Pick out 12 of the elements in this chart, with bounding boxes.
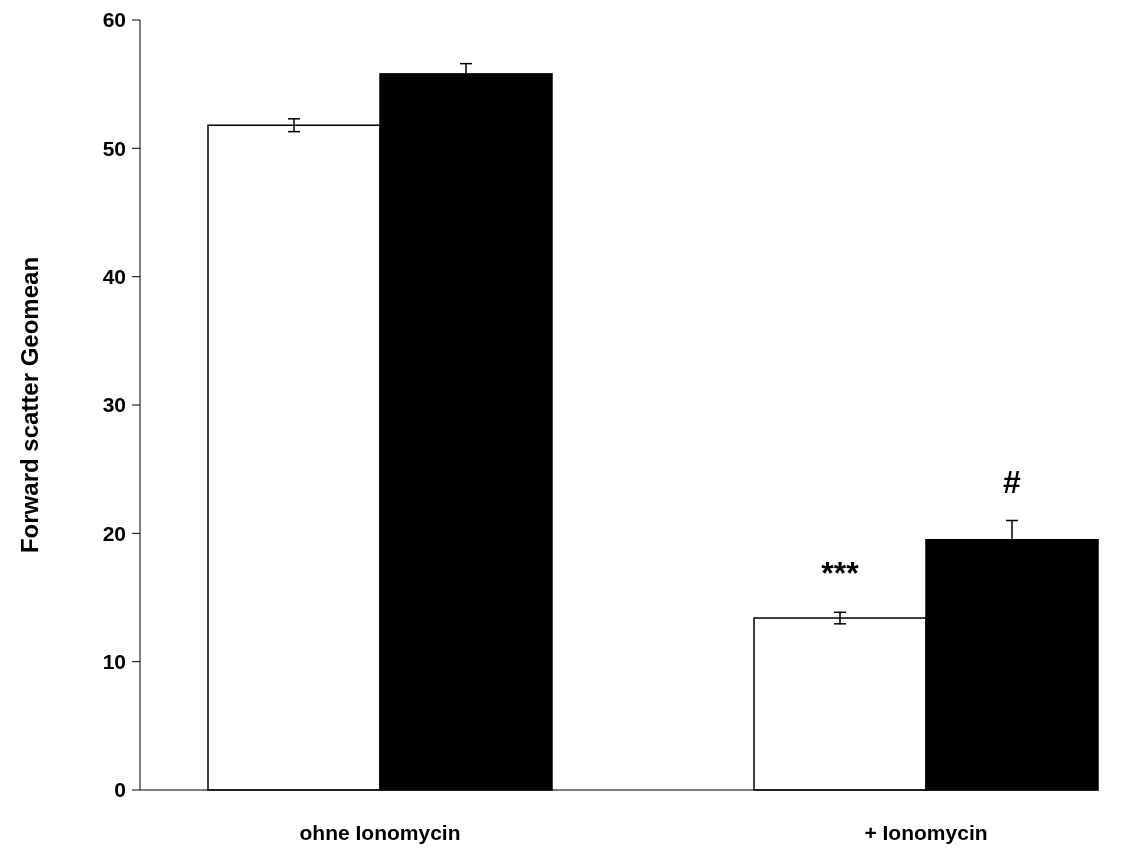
x-tick-label: + Ionomycin xyxy=(864,821,988,844)
y-tick-label: 30 xyxy=(102,393,126,417)
x-tick-label: ohne Ionomycin xyxy=(299,821,461,844)
y-tick-label: 10 xyxy=(102,650,126,674)
annotation: # xyxy=(1003,463,1022,500)
y-axis-title: Forward scatter Geomean xyxy=(16,256,43,554)
y-tick-label: 0 xyxy=(114,778,126,802)
y-tick-label: 40 xyxy=(102,265,126,289)
y-tick-label: 50 xyxy=(102,136,126,160)
y-tick-label: 60 xyxy=(102,8,126,32)
y-tick-label: 20 xyxy=(102,521,126,545)
annotation: *** xyxy=(821,555,860,592)
